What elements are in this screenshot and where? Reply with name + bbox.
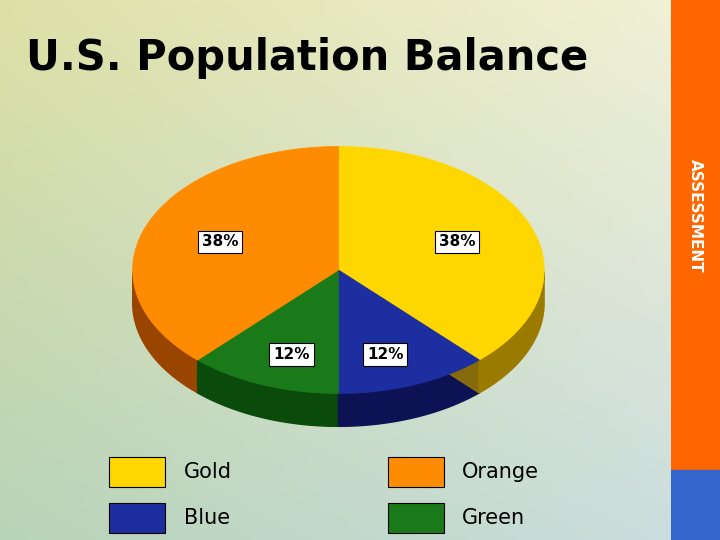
Polygon shape bbox=[197, 270, 338, 394]
Text: Green: Green bbox=[462, 508, 526, 528]
Bar bbox=[671, 0, 720, 470]
Polygon shape bbox=[132, 146, 338, 360]
Bar bbox=[671, 470, 720, 540]
Text: Blue: Blue bbox=[184, 508, 230, 528]
Polygon shape bbox=[338, 146, 544, 360]
Polygon shape bbox=[197, 360, 338, 427]
Text: Gold: Gold bbox=[184, 462, 232, 482]
Text: ASSESSMENT: ASSESSMENT bbox=[688, 159, 703, 273]
Polygon shape bbox=[480, 272, 544, 393]
Text: 12%: 12% bbox=[273, 347, 310, 362]
Text: 38%: 38% bbox=[438, 234, 475, 249]
FancyBboxPatch shape bbox=[388, 503, 444, 533]
FancyBboxPatch shape bbox=[109, 457, 165, 487]
Text: U.S. Population Balance: U.S. Population Balance bbox=[27, 37, 589, 79]
FancyBboxPatch shape bbox=[109, 503, 165, 533]
Polygon shape bbox=[338, 360, 480, 427]
FancyBboxPatch shape bbox=[388, 457, 444, 487]
Text: 12%: 12% bbox=[367, 347, 404, 362]
Text: 38%: 38% bbox=[202, 234, 238, 249]
Polygon shape bbox=[338, 270, 480, 394]
Text: Orange: Orange bbox=[462, 462, 539, 482]
Polygon shape bbox=[338, 270, 480, 393]
Polygon shape bbox=[197, 270, 338, 393]
Polygon shape bbox=[132, 272, 197, 393]
